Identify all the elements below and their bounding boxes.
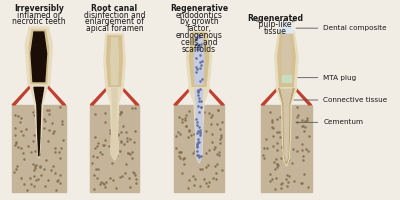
Text: "pulp-like": "pulp-like" [255,20,295,29]
Text: enlargement of: enlargement of [85,17,144,26]
Polygon shape [195,89,203,162]
Bar [90,105,139,192]
Polygon shape [282,34,291,75]
Polygon shape [30,85,48,158]
Text: by growth: by growth [180,17,218,26]
Polygon shape [186,31,212,87]
Polygon shape [280,23,293,33]
Polygon shape [282,89,291,161]
Polygon shape [31,32,47,82]
Text: inflamed or: inflamed or [17,11,61,20]
Text: necrotic teeth: necrotic teeth [12,17,66,26]
Polygon shape [275,31,298,87]
Text: factor,: factor, [186,24,212,33]
Text: MTA plug: MTA plug [298,75,356,81]
Polygon shape [106,87,123,160]
Bar [261,105,312,192]
Polygon shape [282,75,291,82]
Text: tissue: tissue [263,27,286,36]
Polygon shape [90,87,109,105]
Polygon shape [189,33,209,86]
Polygon shape [293,87,312,105]
Text: Irreversibly: Irreversibly [14,4,64,13]
Polygon shape [278,33,295,86]
Text: Connective tissue: Connective tissue [294,97,388,103]
Text: apical foramen: apical foramen [86,24,143,33]
Polygon shape [174,87,192,105]
Polygon shape [46,85,66,105]
Polygon shape [206,87,224,105]
Text: Regenerated: Regenerated [247,14,303,23]
Text: Dental composite: Dental composite [296,25,387,31]
Text: Root canal: Root canal [92,4,138,13]
Polygon shape [120,87,139,105]
Text: endogenous: endogenous [176,31,222,40]
Text: endodontics: endodontics [176,11,222,20]
Text: Regenerative: Regenerative [170,4,228,13]
Polygon shape [276,87,297,166]
Polygon shape [29,30,48,83]
Polygon shape [194,35,204,84]
Polygon shape [188,87,210,163]
Text: scaffolds: scaffolds [182,45,216,54]
Text: Cementum: Cementum [296,119,363,125]
Polygon shape [111,88,118,159]
Polygon shape [34,87,44,156]
Polygon shape [104,34,125,87]
Text: disinfection and: disinfection and [84,11,145,20]
Polygon shape [279,88,294,164]
Polygon shape [25,27,52,85]
Bar [12,105,66,192]
Polygon shape [107,36,122,86]
Polygon shape [111,38,118,84]
Polygon shape [261,87,280,105]
Polygon shape [12,85,32,105]
Text: cells, and: cells, and [181,38,217,47]
Bar [174,105,224,192]
